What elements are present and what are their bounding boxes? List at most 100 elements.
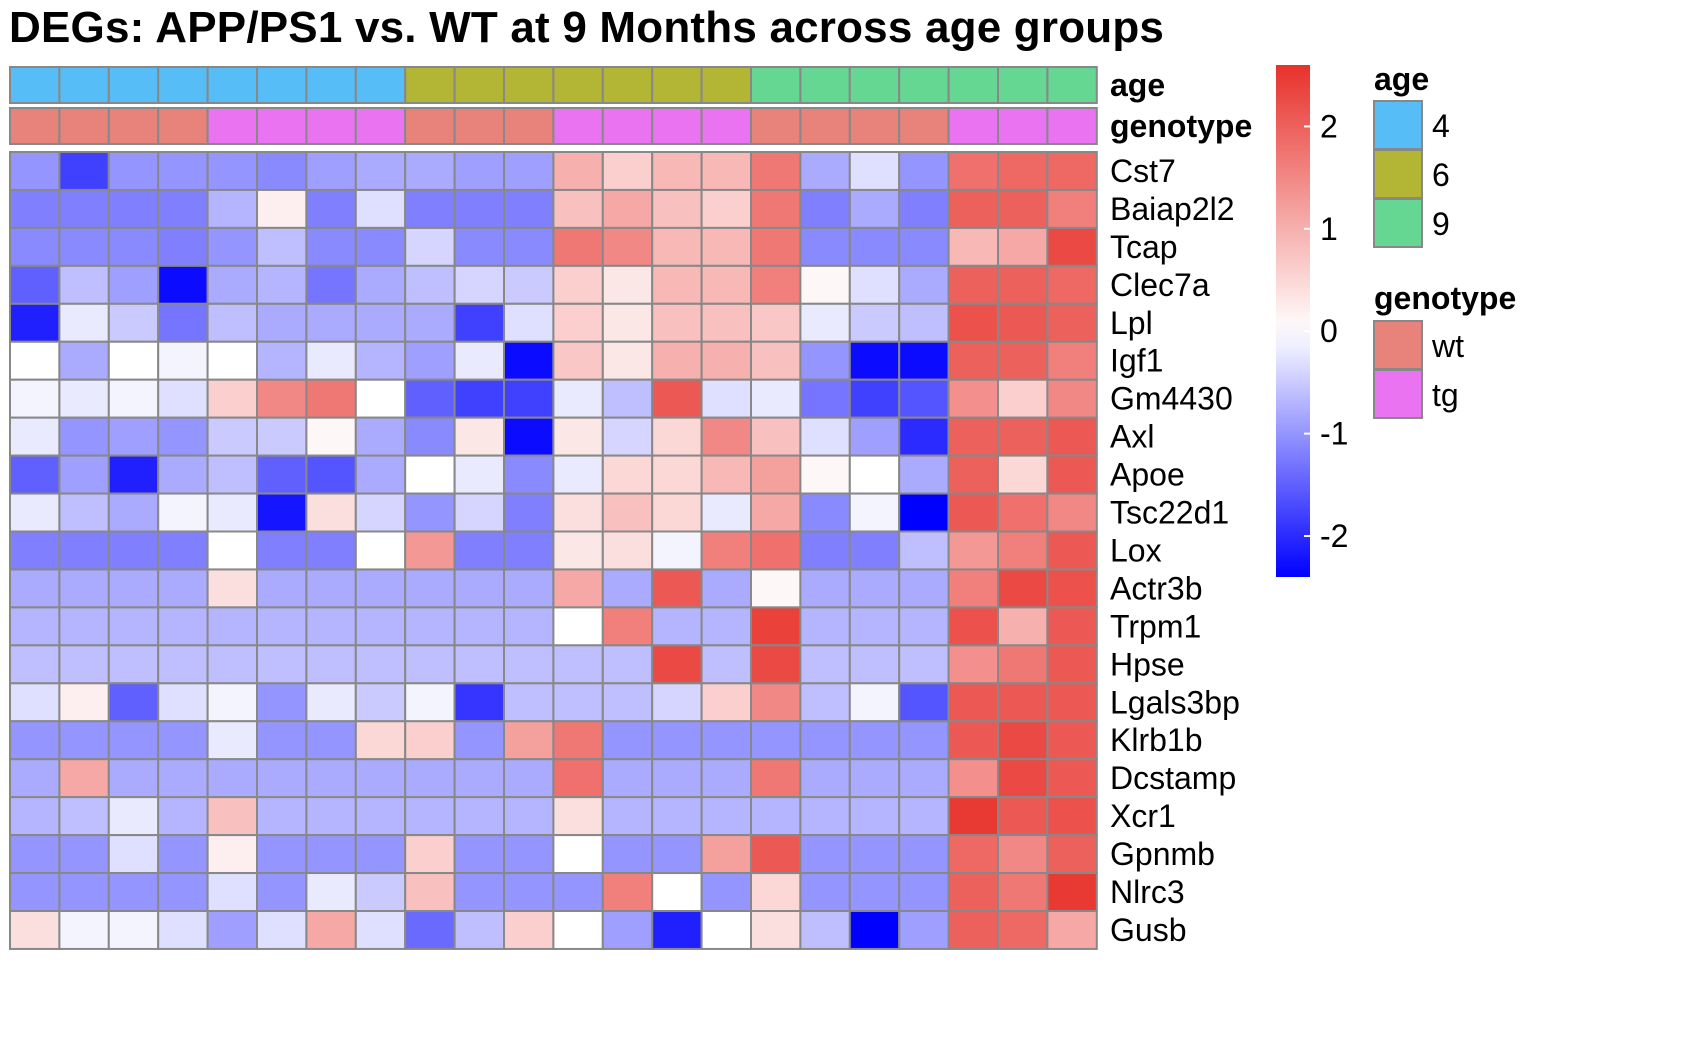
heatmap-cell [503, 758, 555, 799]
heatmap-cell [997, 454, 1049, 495]
heatmap-cell [206, 644, 259, 685]
heatmap-cell [601, 378, 654, 419]
heatmap-cell [58, 264, 110, 305]
heatmap-cell [552, 264, 604, 305]
heatmap-cell [700, 758, 752, 799]
heatmap-cell [305, 151, 357, 191]
heatmap-cell [651, 720, 703, 761]
heatmap-cell [58, 378, 110, 419]
heatmap-cell [305, 910, 357, 950]
heatmap-cell [206, 188, 259, 229]
heatmap-cell [157, 910, 209, 950]
annotation-labels: age genotype [1110, 67, 1252, 144]
heatmap-cell [700, 264, 752, 305]
heatmap-cell [354, 834, 407, 875]
heatmap-cell [799, 606, 851, 647]
heatmap-cell [206, 378, 259, 419]
heatmap-cell [947, 568, 999, 609]
heatmap-cell [848, 264, 901, 305]
heatmap-cell [9, 796, 61, 837]
heatmap-cell [848, 682, 901, 723]
genotype-annotation-cell [1046, 107, 1098, 145]
heatmap-cell [947, 454, 999, 495]
row-label: Gm4430 [1110, 381, 1233, 417]
heatmap-cell [651, 682, 703, 723]
age-annotation-cell [700, 66, 752, 104]
age-annotation-cell [997, 66, 1049, 104]
annotation-tracks [9, 66, 1098, 145]
heatmap-cell [799, 872, 851, 912]
heatmap-cell [157, 454, 209, 495]
heatmap-cell [552, 340, 604, 381]
heatmap-cell [354, 644, 407, 685]
heatmap-cell [552, 568, 604, 609]
heatmap-cell [404, 644, 456, 685]
genotype-annotation-cell [601, 107, 654, 145]
genotype-annotation-cell [157, 107, 209, 145]
heatmap-cell [700, 416, 752, 457]
heatmap-cell [453, 151, 506, 191]
heatmap-cell [107, 758, 160, 799]
heatmap-cell [404, 378, 456, 419]
heatmap-cell [799, 682, 851, 723]
heatmap-cell [157, 606, 209, 647]
heatmap-cell [601, 758, 654, 799]
heatmap-cell [700, 720, 752, 761]
heatmap-cell [157, 264, 209, 305]
heatmap-cell [1046, 378, 1098, 419]
heatmap-cell [601, 416, 654, 457]
heatmap-cell [453, 568, 506, 609]
chart-title: DEGs: APP/PS1 vs. WT at 9 Months across … [9, 3, 1165, 52]
age-annotation-cell [354, 66, 407, 104]
heatmap-cell [848, 340, 901, 381]
heatmap-cell [453, 872, 506, 912]
row-label: Apoe [1110, 457, 1185, 493]
heatmap-cell [750, 378, 802, 419]
heatmap-cell [305, 492, 357, 533]
heatmap-cell [552, 834, 604, 875]
heatmap-cell [354, 910, 407, 950]
heatmap-cell [799, 454, 851, 495]
heatmap-cell [848, 454, 901, 495]
heatmap-cell [848, 644, 901, 685]
heatmap-cell [947, 872, 999, 912]
heatmap-cell [404, 872, 456, 912]
age-annotation-cell [107, 66, 160, 104]
heatmap-cell [404, 682, 456, 723]
heatmap-cell [947, 910, 999, 950]
heatmap-cell [848, 302, 901, 343]
heatmap-cell [9, 758, 61, 799]
heatmap-cell [651, 188, 703, 229]
row-label: Actr3b [1110, 570, 1202, 606]
heatmap-cell [305, 644, 357, 685]
heatmap-cell [453, 416, 506, 457]
heatmap-cell [404, 416, 456, 457]
heatmap-cell [947, 644, 999, 685]
row-label: Hpse [1110, 646, 1185, 682]
heatmap-cell [750, 340, 802, 381]
heatmap-cell [256, 758, 308, 799]
row-label: Gusb [1110, 912, 1186, 948]
heatmap-cell [58, 454, 110, 495]
heatmap-cell [947, 340, 999, 381]
heatmap-cell [898, 226, 950, 267]
heatmap-cell [898, 834, 950, 875]
heatmap-cell [206, 416, 259, 457]
heatmap-cell [1046, 530, 1098, 571]
heatmap-cell [898, 264, 950, 305]
heatmap-cell [305, 872, 357, 912]
heatmap-cell [750, 416, 802, 457]
heatmap-cell [305, 378, 357, 419]
genotype-annotation-cell [651, 107, 703, 145]
heatmap-cell [157, 530, 209, 571]
heatmap-cell [1046, 226, 1098, 267]
heatmap-cell [404, 530, 456, 571]
heatmap-cell [107, 188, 160, 229]
heatmap-cell [305, 264, 357, 305]
heatmap-cell [256, 872, 308, 912]
heatmap-cell [898, 151, 950, 191]
heatmap-cell [404, 454, 456, 495]
row-label: Tcap [1110, 229, 1178, 265]
heatmap-cell [601, 530, 654, 571]
